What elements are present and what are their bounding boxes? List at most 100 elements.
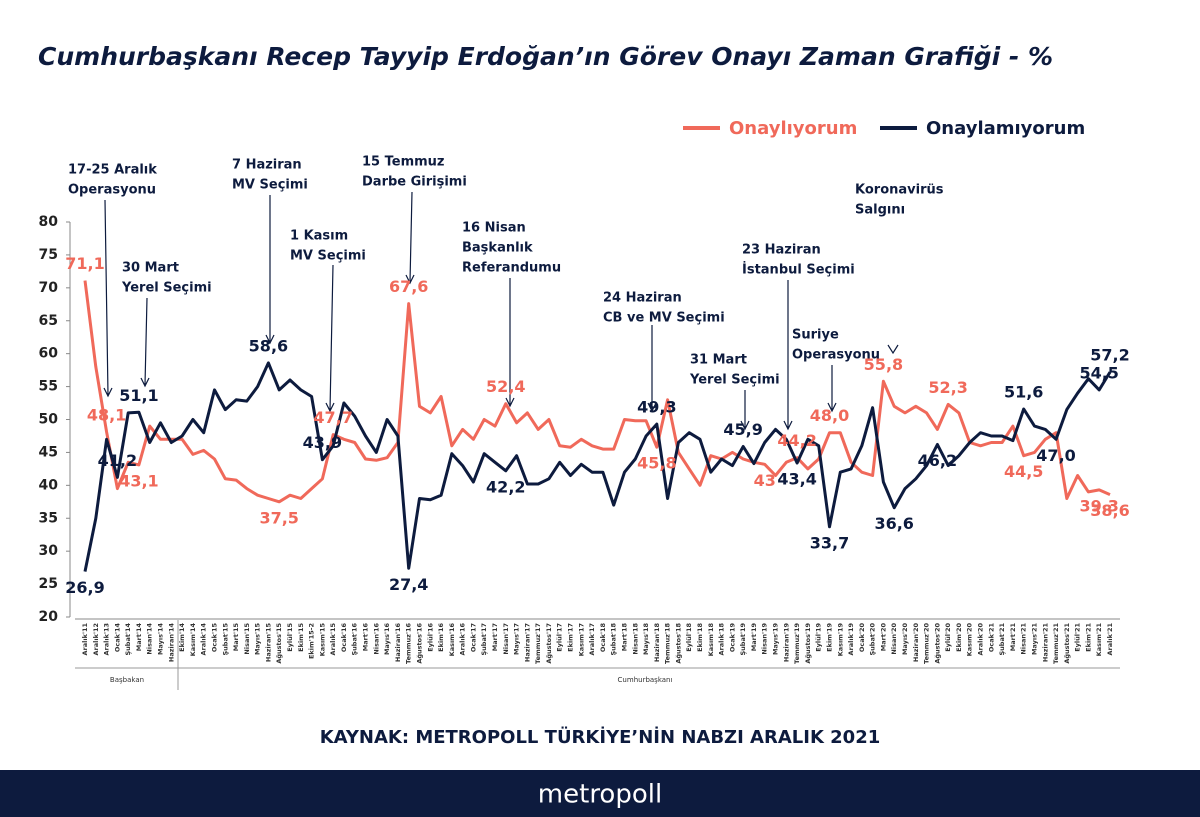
x-tick-label: Aralık'21 (1106, 623, 1114, 656)
x-tick-label: Haziran'20 (912, 623, 920, 663)
x-tick-label: Mayıs'18 (642, 623, 650, 656)
x-tick-label: Mart'16 (362, 623, 370, 652)
y-tick-label: 60 (39, 346, 59, 362)
x-tick-label: Ağustos'15 (275, 623, 283, 664)
value-label: 36,6 (874, 514, 913, 533)
x-tick-label: Şubat'15 (221, 623, 229, 656)
annotation: Yerel Seçimi (121, 281, 212, 296)
y-tick-label: 40 (39, 477, 59, 493)
y-tick-label: 30 (39, 543, 59, 559)
x-tick-label: Haziran'21 (1041, 623, 1049, 663)
x-tick-label: Ağustos'16 (415, 623, 423, 664)
x-tick-label: Nisan'18 (631, 623, 639, 655)
x-tick-label: Mayıs'17 (513, 623, 521, 655)
legend-label: Onaylıyorum (729, 118, 857, 139)
y-tick-label: 50 (39, 412, 59, 428)
y-tick-label: 75 (39, 247, 58, 263)
value-label: 39,3 (1079, 496, 1118, 515)
x-tick-label: Aralık'14 (200, 623, 208, 656)
group-label: Cumhurbaşkanı (618, 676, 673, 684)
annotation: Referandumu (462, 261, 561, 276)
value-label: 52,3 (928, 378, 967, 397)
value-label: 47,7 (313, 408, 352, 427)
x-tick-label: Eylül'21 (1074, 623, 1082, 652)
value-label: 43,1 (119, 471, 158, 490)
value-label: 43,4 (777, 469, 816, 488)
value-label: 45,9 (723, 420, 762, 439)
source: KAYNAK: METROPOLL TÜRKİYE’NİN NABZI ARAL… (320, 726, 881, 748)
annotation: 15 Temmuz (362, 155, 445, 170)
value-label: 47,0 (1036, 446, 1075, 465)
annotation: 7 Haziran (232, 158, 302, 173)
x-tick-label: Nisan'14 (146, 623, 154, 655)
series-line (83, 361, 1112, 572)
x-tick-label: Aralık'17 (588, 623, 596, 655)
x-tick-label: Kasım'21 (1095, 623, 1103, 657)
x-tick-label: Ekim'17 (567, 623, 575, 652)
x-tick-label: Nisan'20 (890, 623, 898, 655)
x-tick-label: Temmuz'19 (793, 623, 801, 664)
value-label: 43,9 (303, 433, 342, 452)
annotations: 17-25 Aralık Operasyonu 30 Mart Yerel Seçim… (68, 155, 944, 431)
x-tick-label: Eylül'20 (944, 623, 952, 652)
x-tick-label: Kasım'19 (836, 623, 844, 657)
x-tick-label: Nisan'16 (372, 623, 380, 655)
x-tick-label: Aralık'11 (81, 623, 89, 656)
value-label: 43 (754, 471, 776, 490)
arrow (265, 195, 275, 345)
x-tick-label: Ağustos'21 (1063, 623, 1071, 664)
x-tick-label: Ağustos'19 (804, 623, 812, 664)
value-label: 48,1 (87, 406, 126, 425)
x-tick-label: Mayıs'15 (254, 623, 262, 656)
y-tick-label: 80 (39, 214, 59, 230)
arrow (103, 199, 113, 398)
x-tick-label: Şubat'21 (998, 623, 1006, 656)
annotation: 31 Mart (690, 353, 747, 368)
value-label: 44,2 (777, 431, 816, 450)
value-label: 44,5 (1004, 462, 1043, 481)
x-tick-label: Mart'18 (620, 623, 628, 652)
x-tick-label: Şubat'14 (124, 623, 132, 656)
footer-bar (0, 770, 1200, 817)
arrow (783, 280, 793, 431)
x-tick-label: Haziran'18 (653, 623, 661, 663)
x-tick-label: Temmuz'20 (923, 623, 931, 664)
annotation: 30 Mart (122, 261, 179, 276)
x-tick-label: Eylül'19 (815, 623, 823, 652)
value-label: 27,4 (389, 575, 428, 594)
x-tick-label: Kasım'18 (707, 623, 715, 657)
x-tick-label: Mayıs'16 (383, 623, 391, 656)
y-tick-label: 35 (39, 510, 58, 526)
brand: metropoll (538, 780, 662, 810)
annotation: MV Seçimi (290, 249, 366, 264)
y-tick-label: 70 (39, 280, 59, 296)
x-tick-label: Eylül'16 (426, 623, 434, 652)
x-tick-label: Ekim'18 (696, 623, 704, 652)
x-tick-label: Kasım'15 (318, 623, 326, 657)
x-tick-label: Ocak'17 (469, 623, 477, 652)
series-line (83, 280, 1111, 504)
x-tick-label: Kasım'14 (189, 623, 197, 657)
annotation: Koronavirüs (855, 183, 944, 198)
x-tick-label: Temmuz'17 (534, 623, 542, 664)
x-tick-label: Haziran'14 (167, 623, 175, 663)
x-tick-label: Nisan'15 (243, 623, 251, 655)
value-label: 26,9 (65, 578, 104, 597)
x-tick-label: Ağustos'17 (545, 623, 553, 664)
x-tick-label: Ağustos'20 (933, 623, 941, 664)
x-tick-label: Ekim'15-2 (308, 623, 316, 659)
x-tick-label: Ocak'19 (728, 623, 736, 653)
x-tick-label: Şubat'20 (869, 623, 877, 656)
x-tick-label: Ekim'14 (178, 623, 186, 652)
annotation: İstanbul Seçimi (742, 262, 855, 278)
annotation: Yerel Seçimi (689, 373, 780, 388)
annotation: 16 Nisan (462, 221, 526, 236)
x-tick-label: Ocak'18 (599, 623, 607, 653)
x-tick-label: Kasım'17 (577, 623, 585, 656)
x-tick-label: Aralık'16 (459, 623, 467, 656)
x-tick-label: Aralık'15 (329, 623, 337, 656)
x-tick-label: Aralık'13 (103, 623, 111, 655)
x-tick-label: Şubat'17 (480, 623, 488, 656)
value-label: 48,0 (810, 406, 849, 425)
x-tick-label: Haziran'17 (523, 623, 531, 662)
